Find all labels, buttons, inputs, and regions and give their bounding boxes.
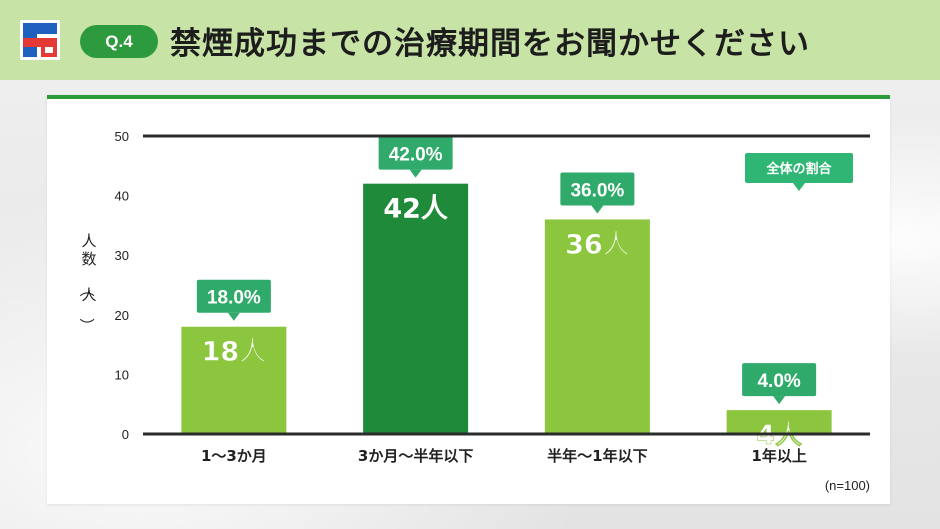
y-axis-label: 人数（人） [77, 232, 96, 333]
x-tick-label: 3か月〜半年以下 [358, 447, 473, 465]
percent-label: 42.0% [389, 145, 443, 166]
bar-value-label: 36人 [565, 229, 630, 260]
question-badge: Q.4 [80, 25, 158, 58]
percent-callout-box [196, 279, 271, 313]
bar [726, 410, 832, 434]
percent-label: 18.0% [207, 288, 261, 309]
y-tick-label: 0 [122, 427, 129, 442]
percent-callout-pointer [773, 396, 786, 405]
x-tick-label: 半年〜1年以下 [547, 447, 647, 465]
bar-value-label: 42人 [383, 194, 448, 225]
percent-callout-box [742, 363, 817, 397]
y-tick-label: 10 [115, 367, 129, 382]
x-tick-label: 1〜3か月 [201, 447, 267, 465]
bar-value-label: 18人 [202, 337, 267, 368]
percent-label: 4.0% [757, 371, 800, 392]
percent-callout-pointer [227, 312, 240, 321]
bar [363, 183, 469, 434]
percent-callout-box [378, 136, 453, 170]
percent-callout-pointer [409, 169, 422, 178]
header-band: Q.4 禁煙成功までの治療期間をお聞かせください [0, 0, 940, 80]
y-tick-label: 30 [115, 248, 129, 263]
bar [544, 219, 650, 434]
y-tick-label: 40 [115, 189, 129, 204]
bar-value-label: 4人 [756, 420, 802, 451]
legend-box [745, 153, 853, 183]
y-tick-label: 20 [115, 308, 129, 323]
x-tick-label: 1年以上 [751, 447, 806, 465]
page-title: 禁煙成功までの治療期間をお聞かせください [170, 26, 810, 62]
percent-label: 36.0% [570, 180, 624, 201]
percent-callout-pointer [591, 205, 604, 214]
brand-logo-icon [20, 20, 60, 60]
legend-pointer [793, 183, 805, 191]
y-tick-label: 50 [115, 129, 129, 144]
chart-card: 0 10 20 30 40 50 人数（人） 18人 18.0% 1〜3か月 42人 42.0% 3か月… [47, 95, 890, 504]
legend-label: 全体の割合 [765, 161, 832, 177]
bar [181, 326, 287, 434]
percent-callout-box [560, 172, 635, 206]
sample-size-note: (n=100) [825, 478, 870, 493]
bar-chart: 0 10 20 30 40 50 人数（人） 18人 18.0% 1〜3か月 42人 42.0% 3か月… [77, 129, 870, 493]
